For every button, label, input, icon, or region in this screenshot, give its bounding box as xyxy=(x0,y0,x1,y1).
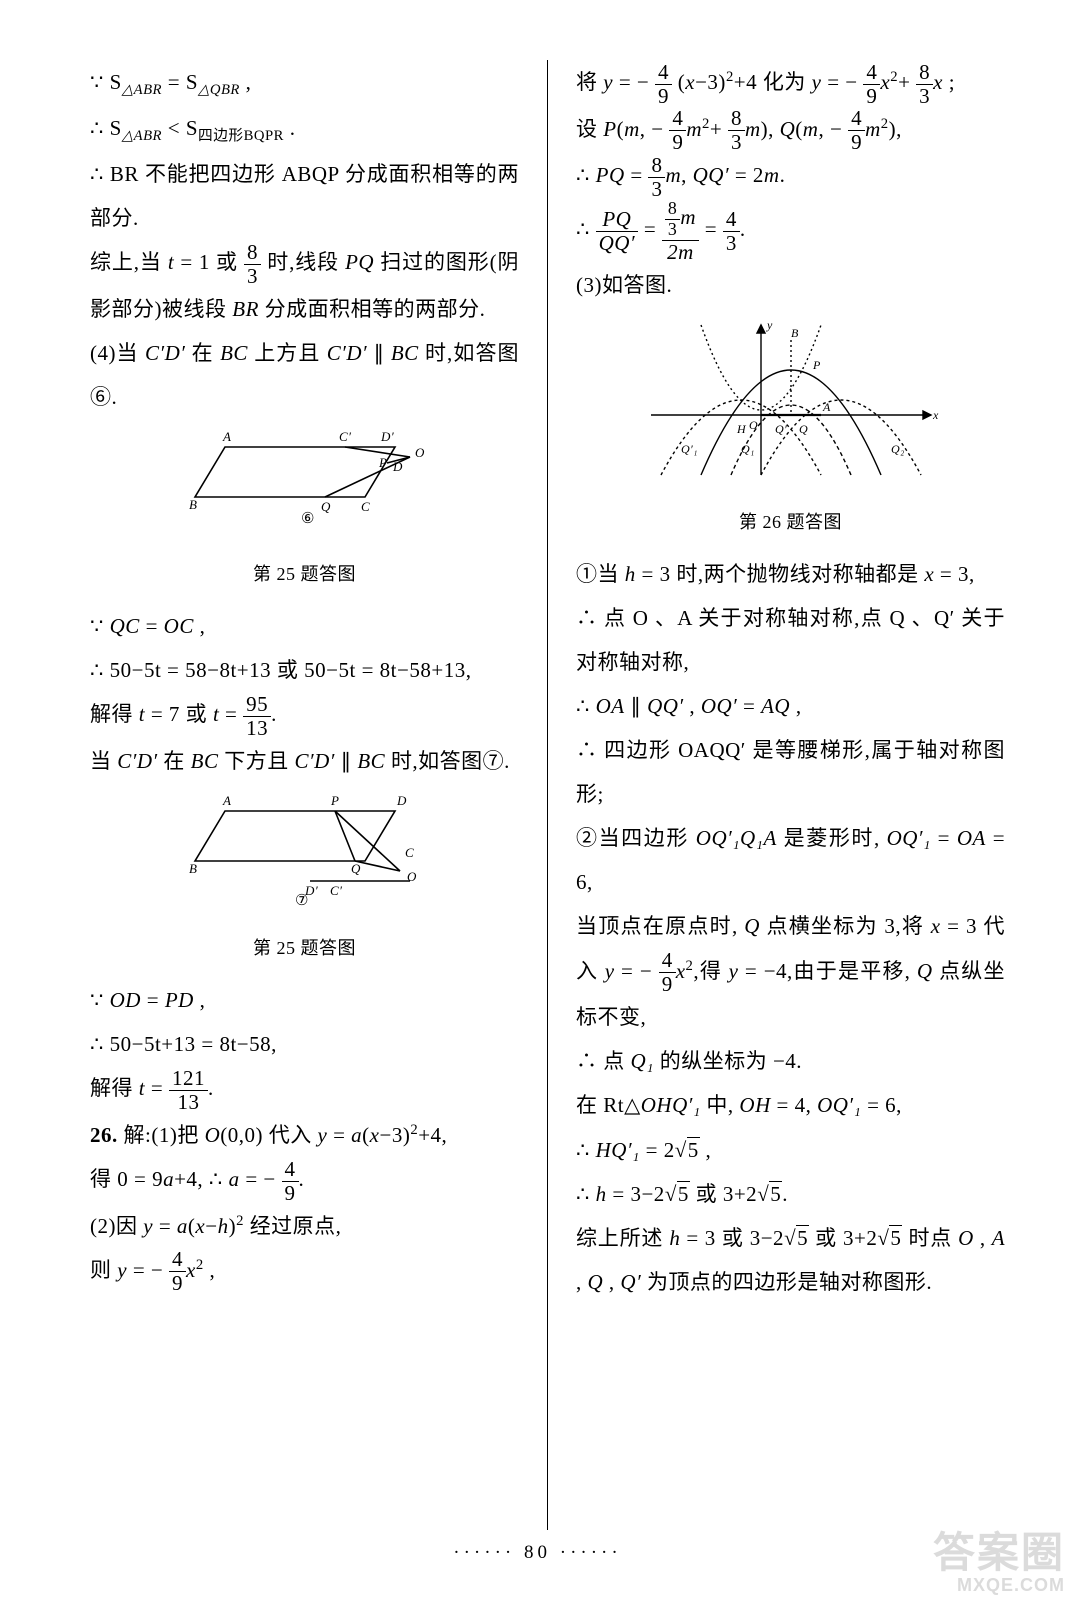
watermark: 答案圈 MXQE.COM xyxy=(933,1532,1065,1594)
figure-caption: 第 25 题答图 xyxy=(90,556,519,594)
line: ∴ S△ABR < S四边形BQPR . xyxy=(90,106,519,152)
line: ∴ 50−5t+13 = 8t−58, xyxy=(90,1022,519,1066)
svg-text:B: B xyxy=(189,497,197,512)
line: ②当四边形 OQ′₁Q₁A 是菱形时, OQ′₁ = OA = 6, xyxy=(576,816,1005,904)
line: ∴ 50−5t = 58−8t+13 或 50−5t = 8t−58+13, xyxy=(90,648,519,692)
svg-text:Q′: Q′ xyxy=(775,422,787,436)
figure-25-7: A B D P C Q O D′ C′ ⑦ 第 25 题答图 xyxy=(90,791,519,968)
svg-text:Q′₁: Q′₁ xyxy=(681,442,698,456)
svg-text:D: D xyxy=(396,793,407,808)
svg-text:O: O xyxy=(415,445,425,460)
line: ①当 h = 3 时,两个抛物线对称轴都是 x = 3, xyxy=(576,552,1005,596)
line: ∴ h = 3−25 或 3+25. xyxy=(576,1172,1005,1216)
svg-text:⑥: ⑥ xyxy=(301,511,315,527)
svg-text:y: y xyxy=(766,318,773,332)
svg-text:B: B xyxy=(791,326,799,340)
svg-text:H: H xyxy=(736,422,747,436)
figure-caption: 第 26 题答图 xyxy=(576,504,1005,542)
line: ∵ S△ABR = S△QBR , xyxy=(90,60,519,106)
line: 当 C′D′ 在 BC 下方且 C′D′ ∥ BC 时,如答图⑦. xyxy=(90,739,519,783)
q26-line: 26. 解:(1)把 O(0,0) 代入 y = a(x−3)2+4, xyxy=(90,1113,519,1157)
line: 将 y = − 49 (x−3)2+4 化为 y = − 49x2+ 83x ; xyxy=(576,60,1005,107)
svg-text:Q₂: Q₂ xyxy=(891,442,905,456)
line: 解得 t = 7 或 t = 9513. xyxy=(90,692,519,739)
line: ∴ OA ∥ QQ′ , OQ′ = AQ , xyxy=(576,684,1005,728)
page: ∵ S△ABR = S△QBR , ∴ S△ABR < S四边形BQPR . ∴… xyxy=(0,0,1075,1570)
line: (3)如答图. xyxy=(576,263,1005,307)
line: ∴ PQ = 83m, QQ′ = 2m. xyxy=(576,153,1005,200)
left-column: ∵ S△ABR = S△QBR , ∴ S△ABR < S四边形BQPR . ∴… xyxy=(90,60,548,1530)
svg-text:P: P xyxy=(330,793,339,808)
svg-text:Q₁: Q₁ xyxy=(741,442,755,456)
line: ∵ QC = OC , xyxy=(90,604,519,648)
line: 则 y = − 49x2 , xyxy=(90,1248,519,1295)
svg-text:C′: C′ xyxy=(330,883,343,898)
line: 当顶点在原点时, Q 点横坐标为 3,将 x = 3 代入 y = − 49x2… xyxy=(576,904,1005,1039)
svg-text:C: C xyxy=(405,845,414,860)
line: ∴ HQ′₁ = 25 , xyxy=(576,1128,1005,1172)
line: ∴ PQQQ′ = 83m 2m = 43. xyxy=(576,200,1005,263)
svg-text:x: x xyxy=(932,408,939,422)
line: ∴ 四边形 OAQQ′ 是等腰梯形,属于轴对称图形; xyxy=(576,728,1005,816)
svg-text:O: O xyxy=(407,869,417,884)
line: 设 P(m, − 49m2+ 83m), Q(m, − 49m2), xyxy=(576,107,1005,154)
svg-text:C′: C′ xyxy=(339,429,352,444)
line: ∴ 点 Q₁ 的纵坐标为 −4. xyxy=(576,1039,1005,1083)
svg-text:A: A xyxy=(822,400,831,414)
line: 解得 t = 12113. xyxy=(90,1066,519,1113)
line: 得 0 = 9a+4, ∴ a = − 49. xyxy=(90,1157,519,1204)
svg-text:C: C xyxy=(361,499,370,514)
line: 在 Rt△OHQ′₁ 中, OH = 4, OQ′₁ = 6, xyxy=(576,1083,1005,1127)
line: ∴ 点 O 、A 关于对称轴对称,点 Q 、Q′ 关于对称轴对称, xyxy=(576,596,1005,684)
svg-text:P: P xyxy=(378,455,387,470)
line: (4)当 C′D′ 在 BC 上方且 C′D′ ∥ BC 时,如答图⑥. xyxy=(90,331,519,419)
svg-text:Q: Q xyxy=(321,499,331,514)
right-column: 将 y = − 49 (x−3)2+4 化为 y = − 49x2+ 83x ;… xyxy=(548,60,1005,1530)
svg-text:Q: Q xyxy=(351,861,361,876)
page-footer: ······ 80 ······ xyxy=(0,1542,1075,1564)
svg-text:⑦: ⑦ xyxy=(295,893,309,909)
svg-text:O: O xyxy=(749,418,758,432)
svg-text:A: A xyxy=(222,429,231,444)
svg-text:A: A xyxy=(222,793,231,808)
svg-text:B: B xyxy=(189,861,197,876)
svg-text:Q: Q xyxy=(799,422,808,436)
line: 综上,当 t = 1 或 83 时,线段 PQ 扫过的图形(阴影部分)被线段 B… xyxy=(90,240,519,331)
line: ∵ OD = PD , xyxy=(90,978,519,1022)
figure-26: O x y A B P H Q Q′ Q₁ Q′₁ Q₂ 第 26 题答图 xyxy=(576,315,1005,542)
line: (2)因 y = a(x−h)2 经过原点, xyxy=(90,1204,519,1248)
svg-text:D′: D′ xyxy=(380,429,394,444)
figure-25-6: A B C Q C′ D′ O D P ⑥ 第 25 题答图 xyxy=(90,427,519,594)
svg-text:P: P xyxy=(812,358,821,372)
svg-text:D: D xyxy=(392,459,403,474)
line: 综上所述 h = 3 或 3−25 或 3+25 时点 O , A , Q , … xyxy=(576,1216,1005,1304)
figure-caption: 第 25 题答图 xyxy=(90,930,519,968)
line: ∴ BR 不能把四边形 ABQP 分成面积相等的两部分. xyxy=(90,152,519,240)
